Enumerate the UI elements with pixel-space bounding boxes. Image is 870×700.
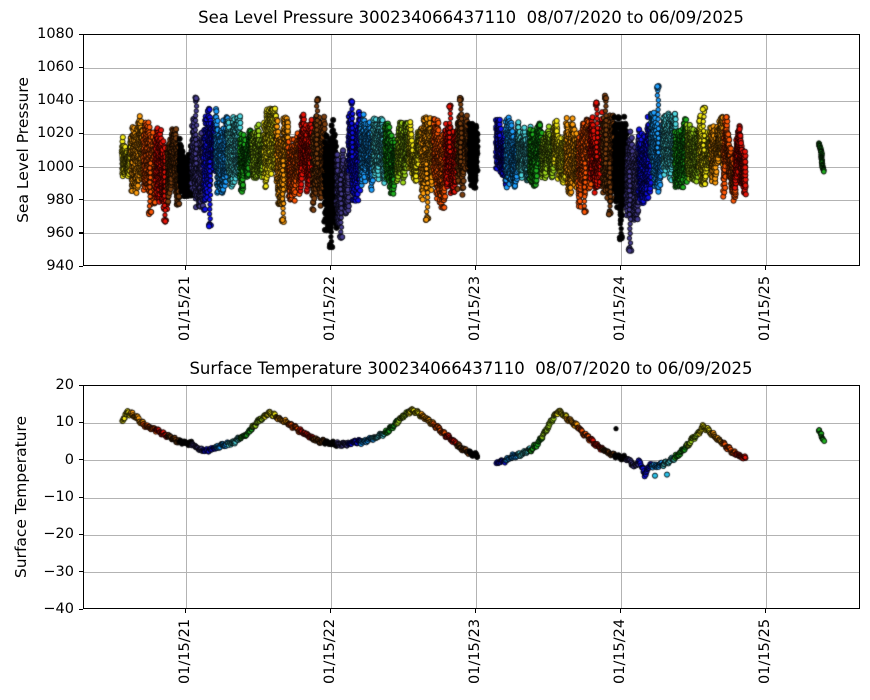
- x-tick-label-text: 01/15/25: [756, 275, 773, 341]
- x-tick-mark: [475, 609, 477, 613]
- x-tick-label-text: 01/15/22: [321, 618, 338, 684]
- x-tick-label-text: 01/15/22: [321, 275, 338, 341]
- y-tick-mark: [79, 66, 83, 68]
- x-tick-mark: [475, 266, 477, 270]
- y-tick-mark: [79, 459, 83, 461]
- x-tick-mark: [765, 266, 767, 270]
- x-tick-mark: [185, 266, 187, 270]
- y-tick-mark: [79, 33, 83, 35]
- y-tick-label: 20: [55, 377, 74, 393]
- y-tick-label: 960: [46, 224, 74, 241]
- y-tick-mark: [79, 608, 83, 610]
- y-tick-mark: [79, 99, 83, 101]
- x-tick-mark: [330, 266, 332, 270]
- x-tick-label-text: 01/15/21: [176, 275, 193, 341]
- y-tick-label: 1040: [37, 92, 74, 109]
- y-tick-mark: [79, 496, 83, 498]
- y-tick-mark: [79, 571, 83, 573]
- x-tick-mark: [765, 609, 767, 613]
- y-tick-label: −20: [43, 526, 74, 543]
- y-tick-label: 940: [46, 258, 74, 274]
- x-tick-label-text: 01/15/24: [611, 618, 628, 684]
- x-tick-label-text: 01/15/24: [611, 275, 628, 341]
- y-tick-label: 1020: [37, 125, 74, 142]
- x-tick-label-text: 01/15/23: [466, 275, 483, 341]
- y-tick-mark: [79, 265, 83, 267]
- y-tick-label: 0: [64, 451, 74, 468]
- y-tick-label: −40: [43, 601, 74, 617]
- y-tick-mark: [79, 533, 83, 536]
- x-tick-label-text: 01/15/23: [466, 618, 483, 684]
- y-tick-mark: [79, 232, 83, 234]
- y-tick-label: 1000: [37, 158, 74, 175]
- x-tick-label-text: 01/15/21: [176, 618, 193, 684]
- x-tick-label-text: 01/15/25: [756, 618, 773, 684]
- x-tick-mark: [620, 609, 622, 613]
- y-tick-mark: [79, 384, 83, 386]
- y-tick-label: 1080: [37, 26, 74, 42]
- x-tick-mark: [185, 609, 187, 613]
- y-tick-mark: [79, 199, 83, 201]
- y-tick-label: 10: [55, 414, 74, 431]
- x-tick-mark: [330, 609, 332, 613]
- y-tick-mark: [79, 132, 83, 135]
- y-tick-mark: [79, 166, 83, 168]
- y-tick-label: −10: [43, 489, 74, 505]
- y-tick-label: 1060: [37, 59, 74, 76]
- x-tick-mark: [620, 266, 622, 270]
- y-tick-mark: [79, 421, 83, 424]
- y-tick-label: 980: [46, 191, 74, 208]
- y-tick-label: −30: [43, 563, 74, 580]
